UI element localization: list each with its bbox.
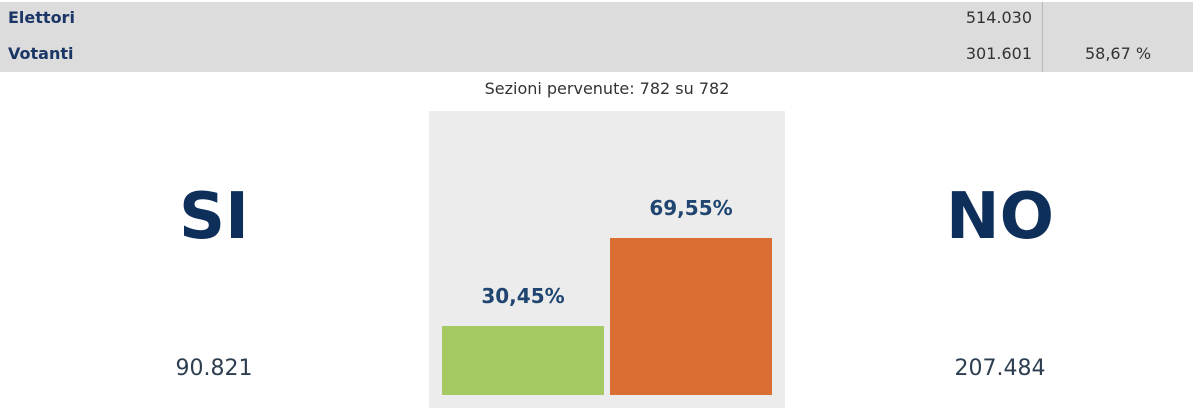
row-value: 514.030 <box>965 8 1032 27</box>
bar <box>442 326 604 395</box>
value-label: 30,45% <box>481 284 565 309</box>
row-percent: 58,67 % <box>1084 44 1152 63</box>
category-label: SI <box>179 180 249 254</box>
bar <box>610 238 772 395</box>
votes: 90.821 <box>175 356 253 381</box>
sections: Sezioni pervenute: 782 su 782 <box>484 79 730 98</box>
category-label: NO <box>946 180 1054 254</box>
row-label: Votanti <box>8 44 74 63</box>
column-separator <box>1042 2 1043 72</box>
row-label: Elettori <box>8 8 75 27</box>
row-value: 301.601 <box>965 44 1032 63</box>
summary-band <box>0 2 1193 72</box>
votes: 207.484 <box>954 356 1046 381</box>
value-label: 69,55% <box>649 196 733 221</box>
